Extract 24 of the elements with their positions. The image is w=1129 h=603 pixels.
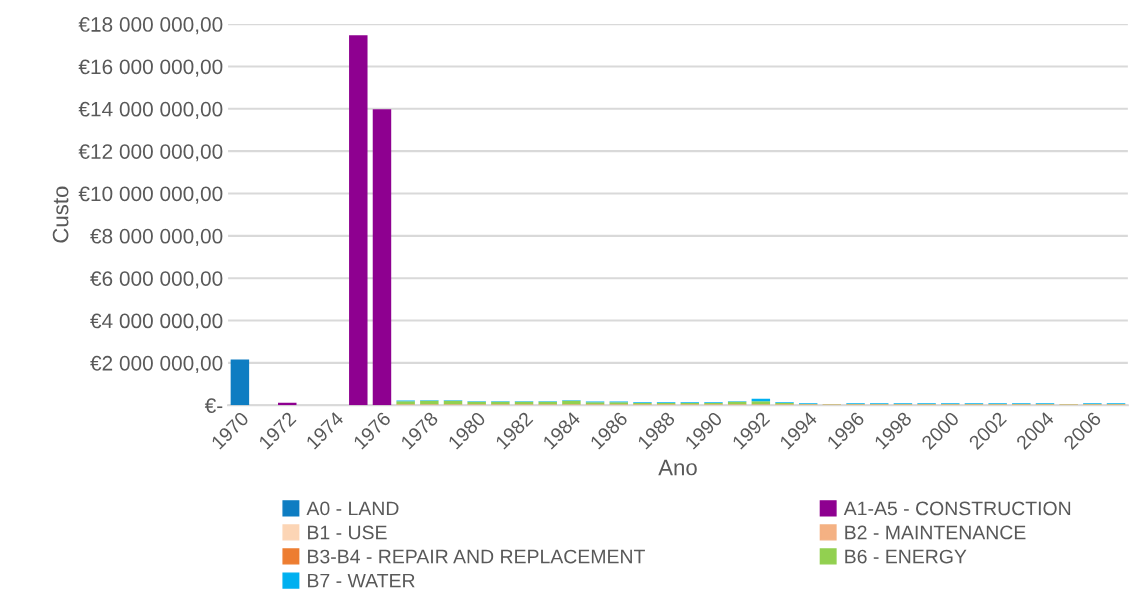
legend-label: B7 - WATER: [308, 573, 415, 588]
legend-label: A0 - LAND: [306, 501, 399, 516]
y-tick-label: €14 000 000,00: [78, 101, 223, 120]
bar: [420, 400, 439, 405]
y-tick-label: €10 000 000,00: [78, 186, 223, 204]
y-tick-label: €12 000 000,00: [78, 144, 223, 162]
legend-label: B6 - ENERGY: [845, 549, 967, 564]
y-tick-label: €4 000 000,00: [90, 313, 223, 331]
y-tick-label: €16 000 000,00: [78, 59, 223, 77]
y-tick-label: €2 000 000,00: [90, 355, 223, 374]
bar: [372, 109, 392, 406]
bar: [562, 400, 581, 405]
y-tick-label: €8 000 000,00: [90, 228, 223, 247]
legend-label: B3-B4 - REPAIR AND REPLACEMENT: [308, 549, 645, 564]
y-tick-label: €18 000 000,00: [78, 17, 223, 35]
legend-label: B1 - USE: [308, 525, 387, 540]
legend-label: B2 - MAINTENANCE: [845, 525, 1026, 540]
bar: [230, 359, 250, 406]
y-tick-label: €6 000 000,00: [90, 271, 223, 289]
x-axis-title: Ano: [658, 459, 697, 476]
y-tick-label: €-: [204, 398, 223, 413]
bar: [349, 35, 368, 406]
legend-label: A1-A5 - CONSTRUCTION: [843, 501, 1071, 516]
y-axis-title: Custo: [52, 186, 69, 243]
